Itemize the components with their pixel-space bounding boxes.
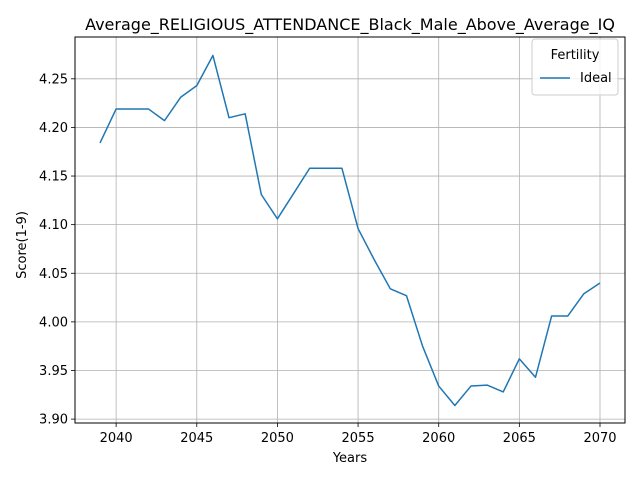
x-tick-label: 2045 (180, 431, 213, 446)
legend-label: Ideal (580, 71, 612, 86)
plot-frame (74, 36, 626, 424)
legend: Fertility Ideal (531, 38, 619, 96)
y-tick-label: 4.20 (39, 121, 68, 136)
x-axis-label: Years (332, 451, 368, 466)
legend-box (531, 38, 619, 96)
y-axis-ticks: 3.90 3.95 4.00 4.05 4.10 4.15 4.20 4.25 (39, 72, 75, 428)
y-tick-label: 4.10 (39, 218, 68, 233)
x-tick-label: 2060 (422, 431, 455, 446)
grid (75, 37, 625, 423)
chart-title: Average_RELIGIOUS_ATTENDANCE_Black_Male_… (85, 15, 615, 35)
series-line-ideal (99, 54, 601, 407)
y-axis-label: Score(1-9) (15, 211, 30, 279)
x-tick-label: 2070 (583, 431, 616, 446)
y-tick-label: 4.15 (39, 170, 68, 185)
series-layer (99, 54, 601, 407)
y-tick-label: 3.95 (39, 364, 68, 379)
x-tick-label: 2040 (100, 431, 133, 446)
x-tick-label: 2055 (342, 431, 375, 446)
legend-title: Fertility (551, 48, 600, 63)
x-tick-label: 2050 (261, 431, 294, 446)
y-tick-label: 3.90 (39, 413, 68, 428)
y-tick-label: 4.00 (39, 315, 68, 330)
x-tick-label: 2065 (503, 431, 536, 446)
y-tick-label: 4.25 (39, 72, 68, 87)
y-tick-label: 4.05 (39, 267, 68, 282)
x-axis-ticks: 2040 2045 2050 2055 2060 2065 2070 (100, 423, 617, 446)
